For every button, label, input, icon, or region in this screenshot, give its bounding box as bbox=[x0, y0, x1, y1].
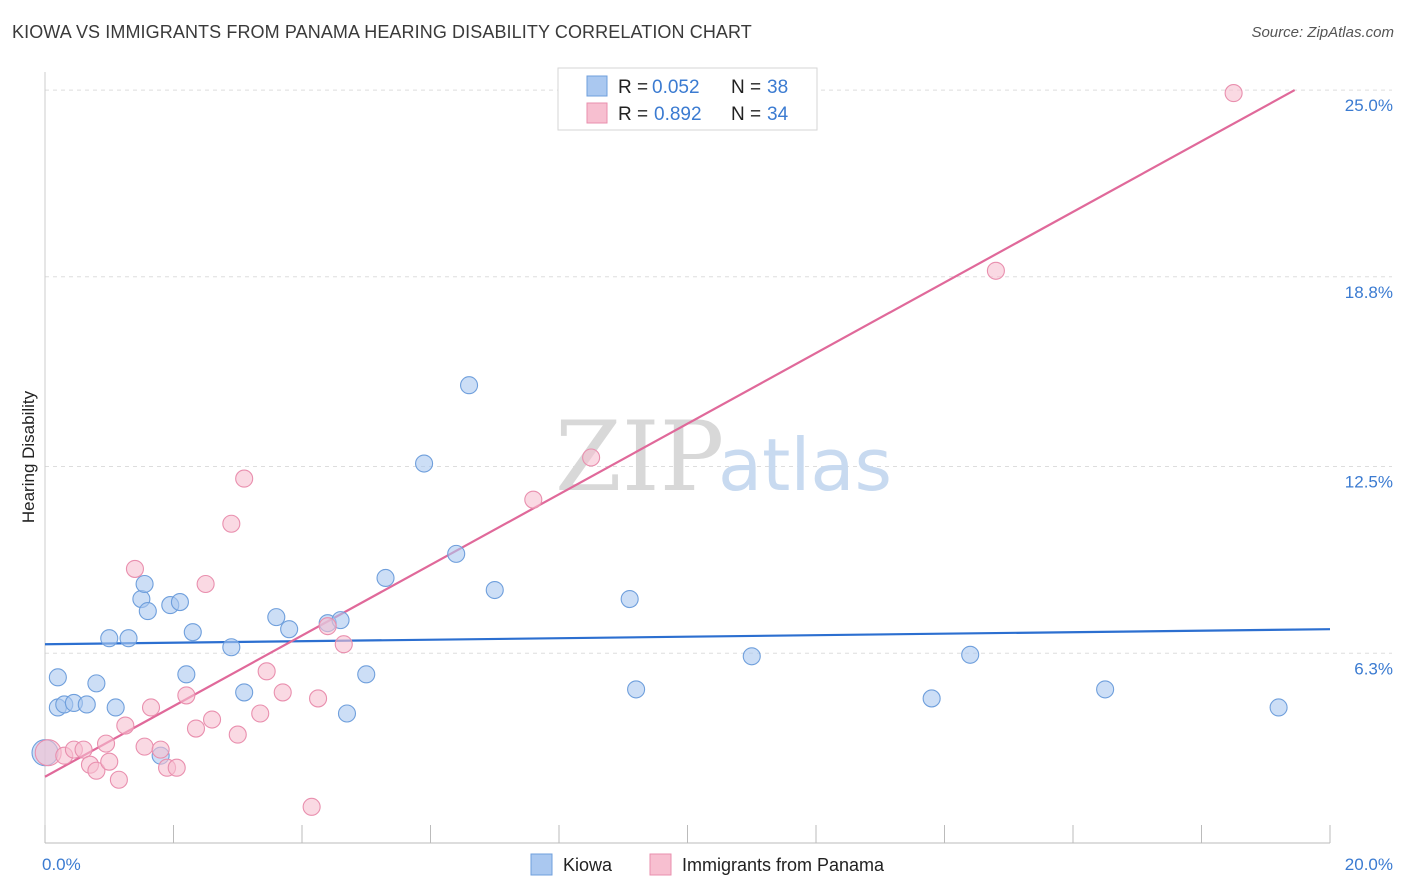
panama-point bbox=[228, 725, 247, 744]
kiowa-point bbox=[485, 580, 504, 600]
legend-kiowa-n-value: 38 bbox=[767, 77, 788, 98]
bottom-legend-panama: Immigrants from Panama bbox=[682, 855, 885, 875]
bottom-legend-kiowa: Kiowa bbox=[563, 855, 613, 875]
panama-point bbox=[141, 698, 161, 717]
kiowa-point bbox=[183, 623, 202, 642]
panama-point bbox=[167, 758, 186, 777]
panama-point bbox=[87, 761, 106, 780]
legend-box: R = 0.052 N = 38 R = 0.892 N = 34 bbox=[557, 67, 818, 131]
panama-point bbox=[177, 686, 196, 705]
legend-panama-r-label: R = bbox=[618, 104, 648, 125]
kiowa-point bbox=[1269, 698, 1288, 717]
kiowa-point bbox=[627, 680, 646, 699]
panama-point bbox=[186, 719, 206, 738]
kiowa-point bbox=[742, 647, 761, 666]
data-points bbox=[31, 84, 1288, 816]
legend-panama-r-value: 0.892 bbox=[654, 104, 702, 125]
legend-panama-n-value: 34 bbox=[767, 104, 789, 125]
bottom-legend-swatch-kiowa bbox=[530, 853, 553, 876]
kiowa-point bbox=[222, 638, 241, 657]
y-tick-label: 6.3% bbox=[1354, 659, 1393, 678]
legend-panama-n-label: N = bbox=[731, 104, 761, 125]
panama-point bbox=[582, 448, 601, 467]
source-credit: Source: ZipAtlas.com bbox=[1251, 24, 1394, 41]
kiowa-point bbox=[961, 645, 980, 664]
legend-kiowa-n-label: N = bbox=[731, 77, 761, 98]
kiowa-point bbox=[48, 668, 67, 687]
axes bbox=[44, 72, 1331, 844]
kiowa-point bbox=[922, 689, 941, 708]
y-tick-label: 25.0% bbox=[1345, 96, 1393, 115]
trend-lines bbox=[44, 89, 1331, 778]
kiowa-point bbox=[135, 574, 154, 594]
kiowa-point bbox=[280, 620, 299, 639]
kiowa-point bbox=[235, 683, 254, 702]
panama-point bbox=[125, 559, 144, 578]
panama-point bbox=[74, 740, 93, 759]
legend-kiowa-r-label: R = bbox=[618, 77, 648, 98]
panama-point bbox=[151, 740, 170, 759]
kiowa-point bbox=[459, 376, 479, 395]
panama-point bbox=[116, 716, 135, 735]
kiowa-point bbox=[100, 629, 119, 648]
watermark-atlas: atlas bbox=[718, 423, 892, 507]
panama-point bbox=[100, 752, 119, 771]
panama-point bbox=[302, 797, 321, 816]
kiowa-point bbox=[337, 704, 357, 723]
panama-point bbox=[109, 770, 128, 789]
kiowa-point bbox=[77, 695, 96, 714]
panama-point bbox=[334, 635, 353, 654]
watermark: ZIP atlas bbox=[555, 401, 892, 513]
kiowa-point bbox=[138, 602, 157, 621]
chart-title: KIOWA VS IMMIGRANTS FROM PANAMA HEARING … bbox=[12, 22, 752, 42]
panama-point bbox=[257, 662, 276, 681]
kiowa-point bbox=[177, 665, 196, 684]
x-tick-label-min: 0.0% bbox=[42, 855, 81, 874]
x-tick-label-max: 20.0% bbox=[1345, 855, 1393, 874]
panama-trend-line bbox=[44, 89, 1296, 778]
kiowa-trend-line bbox=[44, 628, 1331, 646]
panama-point bbox=[986, 261, 1005, 280]
panama-point bbox=[222, 514, 241, 533]
kiowa-point bbox=[87, 674, 106, 693]
panama-point bbox=[196, 574, 215, 594]
y-tick-label: 12.5% bbox=[1345, 473, 1393, 492]
kiowa-point bbox=[267, 608, 286, 627]
kiowa-point bbox=[106, 698, 125, 717]
grid-lines bbox=[45, 89, 1392, 654]
bottom-legend-swatch-panama bbox=[649, 853, 672, 876]
kiowa-point bbox=[447, 544, 466, 563]
kiowa-point bbox=[1096, 680, 1115, 699]
panama-point bbox=[309, 689, 328, 708]
y-axis-title: Hearing Disability bbox=[19, 390, 38, 523]
panama-point bbox=[235, 469, 254, 488]
kiowa-point bbox=[119, 629, 138, 648]
panama-point bbox=[203, 710, 222, 729]
panama-point bbox=[318, 617, 337, 636]
axis-labels: 6.3% 12.5% 18.8% 25.0% 0.0% 20.0% Hearing Disa… bbox=[19, 96, 1393, 874]
legend-kiowa-r-value: 0.052 bbox=[652, 77, 700, 98]
panama-point bbox=[135, 737, 154, 756]
panama-point bbox=[273, 683, 292, 702]
y-tick-label: 18.8% bbox=[1345, 283, 1393, 302]
panama-point bbox=[1224, 84, 1243, 103]
kiowa-point bbox=[415, 454, 434, 473]
kiowa-point bbox=[620, 590, 639, 609]
panama-point bbox=[524, 490, 543, 509]
legend-swatch-panama bbox=[586, 102, 608, 124]
kiowa-point bbox=[357, 665, 376, 684]
kiowa-point bbox=[376, 568, 395, 588]
panama-point bbox=[96, 734, 116, 753]
legend-swatch-kiowa bbox=[586, 75, 608, 97]
bottom-legend: Kiowa Immigrants from Panama bbox=[530, 853, 885, 876]
panama-point bbox=[251, 704, 270, 723]
kiowa-point bbox=[170, 593, 189, 612]
